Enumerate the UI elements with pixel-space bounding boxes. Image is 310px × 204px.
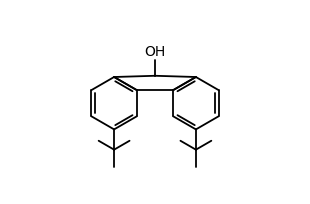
Text: OH: OH xyxy=(144,45,166,59)
